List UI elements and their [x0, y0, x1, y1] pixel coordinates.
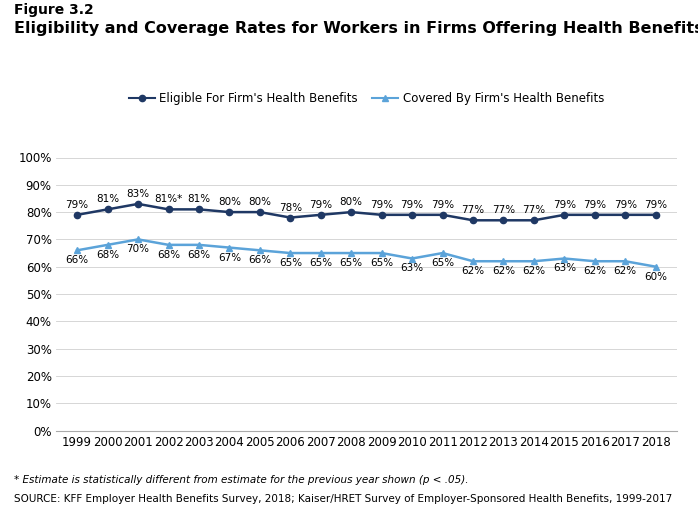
Text: 63%: 63% [401, 264, 424, 274]
Legend: Eligible For Firm's Health Benefits, Covered By Firm's Health Benefits: Eligible For Firm's Health Benefits, Cov… [124, 87, 609, 109]
Text: 68%: 68% [187, 250, 211, 260]
Text: 66%: 66% [66, 255, 89, 265]
Text: 77%: 77% [492, 205, 515, 215]
Text: 77%: 77% [522, 205, 546, 215]
Text: 68%: 68% [157, 250, 180, 260]
Text: SOURCE: KFF Employer Health Benefits Survey, 2018; Kaiser/HRET Survey of Employe: SOURCE: KFF Employer Health Benefits Sur… [14, 494, 672, 503]
Text: 70%: 70% [126, 244, 149, 254]
Text: 60%: 60% [644, 271, 667, 281]
Text: 67%: 67% [218, 253, 241, 262]
Text: 65%: 65% [309, 258, 332, 268]
Text: Figure 3.2: Figure 3.2 [14, 3, 94, 17]
Text: 68%: 68% [96, 250, 119, 260]
Text: 81%*: 81%* [154, 194, 183, 204]
Text: 62%: 62% [522, 266, 546, 276]
Text: 79%: 79% [401, 200, 424, 210]
Text: 79%: 79% [431, 200, 454, 210]
Text: 62%: 62% [461, 266, 484, 276]
Text: 66%: 66% [248, 255, 272, 265]
Text: 79%: 79% [644, 200, 667, 210]
Text: 79%: 79% [66, 200, 89, 210]
Text: 78%: 78% [279, 203, 302, 213]
Text: 62%: 62% [614, 266, 637, 276]
Text: 77%: 77% [461, 205, 484, 215]
Text: 79%: 79% [584, 200, 607, 210]
Text: 63%: 63% [553, 264, 576, 274]
Text: 79%: 79% [553, 200, 576, 210]
Text: 81%: 81% [96, 194, 119, 204]
Text: 79%: 79% [370, 200, 393, 210]
Text: 65%: 65% [370, 258, 393, 268]
Text: 81%: 81% [187, 194, 211, 204]
Text: 80%: 80% [218, 197, 241, 207]
Text: 79%: 79% [309, 200, 332, 210]
Text: * Estimate is statistically different from estimate for the previous year shown : * Estimate is statistically different fr… [14, 475, 468, 485]
Text: 65%: 65% [431, 258, 454, 268]
Text: 62%: 62% [584, 266, 607, 276]
Text: 65%: 65% [279, 258, 302, 268]
Text: 80%: 80% [340, 197, 363, 207]
Text: 80%: 80% [248, 197, 272, 207]
Text: 62%: 62% [492, 266, 515, 276]
Text: 83%: 83% [126, 189, 149, 199]
Text: 65%: 65% [340, 258, 363, 268]
Text: 79%: 79% [614, 200, 637, 210]
Text: Eligibility and Coverage Rates for Workers in Firms Offering Health Benefits, 19: Eligibility and Coverage Rates for Worke… [14, 21, 698, 36]
